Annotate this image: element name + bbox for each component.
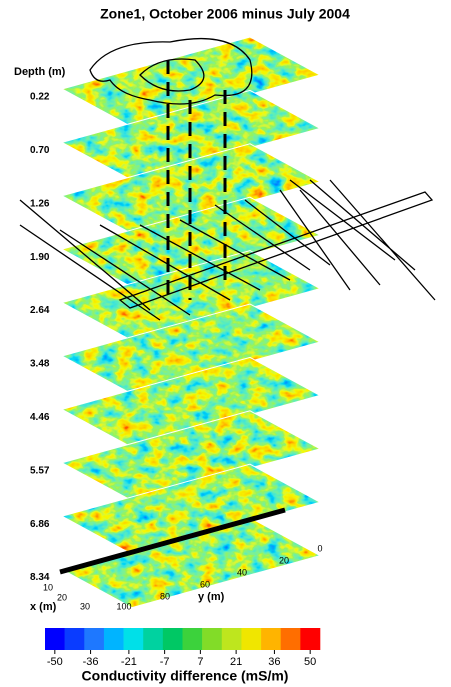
y-axis-label: y (m) [198,591,225,603]
colorbar-swatch [281,628,301,650]
colorbar-swatch [241,628,261,650]
colorbar: -50 -36 -21 -7 7 21 36 50 [45,628,320,668]
colorbar-tick-label: 50 [304,656,316,668]
y-tick-label: 0 [317,543,322,553]
depth-tick-label: 0.70 [30,145,50,156]
depth-tick-label: 1.90 [30,252,50,263]
depth-tick-label: 1.26 [30,198,50,209]
colorbar-swatch [104,628,124,650]
colorbar-swatch [202,628,222,650]
colorbar-swatch [45,628,65,650]
x-axis-label: x (m) [30,601,57,613]
title: Zone1, October 2006 minus July 2004 [100,6,350,22]
colorbar-tick-label: 7 [197,656,203,668]
depth-tick-label: 6.86 [30,519,50,530]
depth-tick-label: 3.48 [30,359,50,370]
x-tick-label: 30 [80,601,90,611]
colorbar-tick-label: -21 [121,656,137,668]
colorbar-label: Conductivity difference (mS/m) [82,668,289,684]
colorbar-tick-label: -50 [47,656,63,668]
colorbar-tick-label: -36 [83,656,99,668]
colorbar-tick-label: 36 [268,656,280,668]
colorbar-swatch [143,628,163,650]
colorbar-swatch [65,628,85,650]
depth-tick-label: 0.22 [30,92,50,103]
colorbar-swatch [124,628,144,650]
depth-tick-label: 5.57 [30,465,50,476]
x-tick-label: 10 [43,582,53,592]
figure: Zone1, October 2006 minus July 2004 Dept… [0,0,451,687]
y-tick-label: 60 [200,579,210,589]
y-tick-label: 20 [279,555,289,565]
y-tick-label: 40 [237,567,247,577]
colorbar-swatch [183,628,203,650]
depth-tick-label: 4.46 [30,412,50,423]
depth-tick-label: 2.64 [30,305,50,316]
colorbar-swatch [300,628,320,650]
x-tick-label: 20 [57,592,67,602]
colorbar-swatch [222,628,242,650]
y-tick-label: 80 [160,591,170,601]
depth-label: Depth (m) [14,66,66,78]
colorbar-tick-label: -7 [160,656,170,668]
colorbar-tick-label: 21 [230,656,242,668]
colorbar-swatch [261,628,281,650]
y-tick-label: 100 [116,601,131,611]
colorbar-swatch [163,628,183,650]
colorbar-swatch [84,628,104,650]
